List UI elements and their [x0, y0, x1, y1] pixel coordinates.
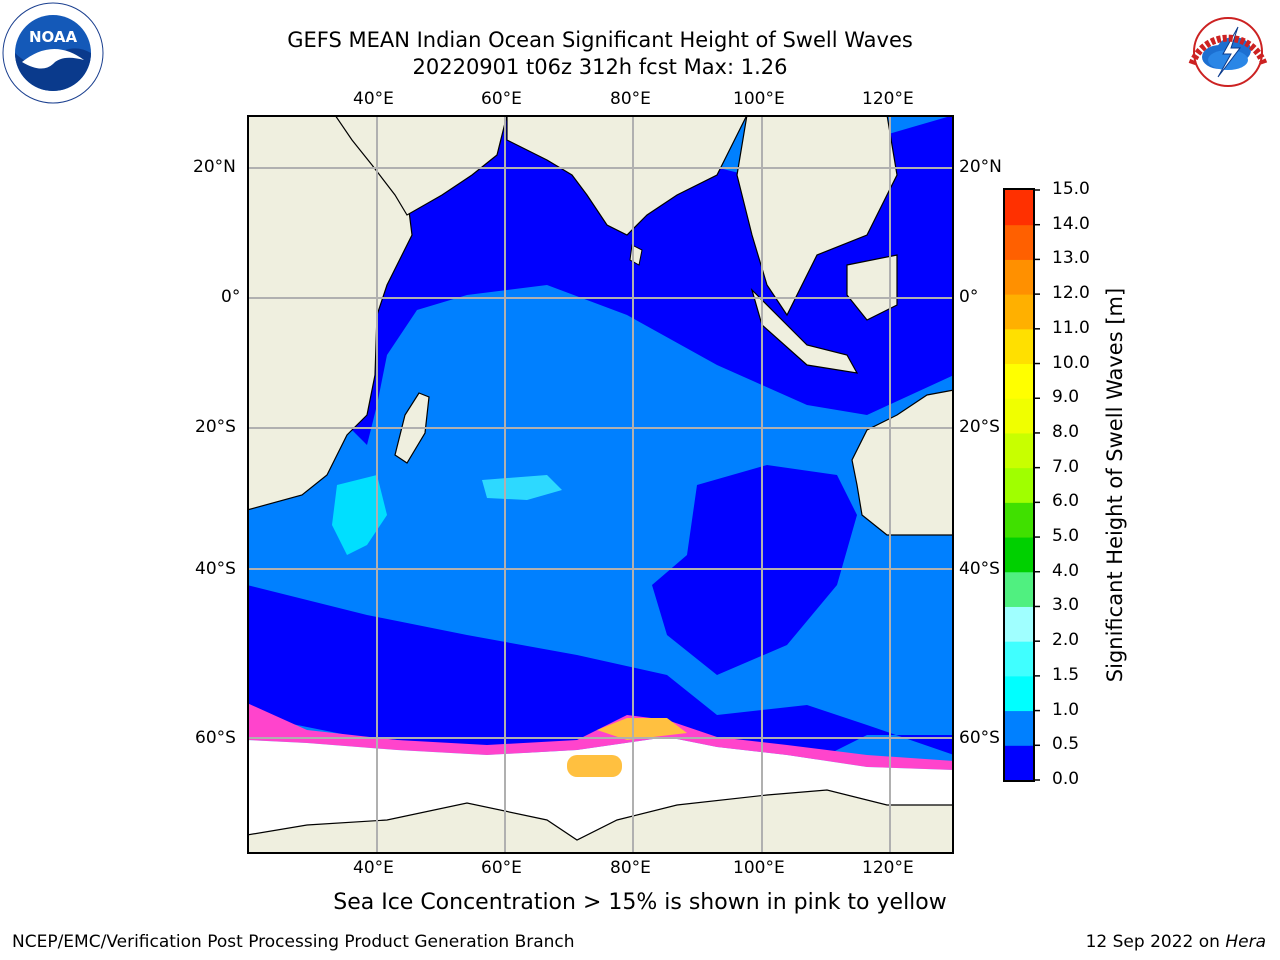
colorbar-tick-label: 1.0: [1052, 699, 1080, 720]
colorbar-tick-label: 1.5: [1052, 664, 1080, 685]
lon-label-bottom: 40°E: [353, 858, 394, 878]
lon-label-top: 120°E: [862, 89, 914, 109]
colorbar-tick-label: 0.0: [1052, 769, 1080, 789]
colorbar-segment: [1005, 537, 1033, 573]
colorbar-tick-label: 9.0: [1052, 387, 1080, 408]
colorbar-tick-label: 12.0: [1052, 283, 1090, 304]
svg-text:NOAA: NOAA: [29, 28, 78, 46]
colorbar-segment: [1005, 641, 1033, 677]
colorbar-tick-label: 0.5: [1052, 734, 1080, 755]
colorbar-tick-label: 11.0: [1052, 317, 1090, 338]
lon-label-bottom: 120°E: [862, 858, 914, 878]
swell-band-low-south: [247, 585, 954, 765]
lat-label-left: 60°S: [195, 728, 236, 748]
map-panel: [246, 114, 955, 858]
lat-label-right: 60°S: [959, 728, 1000, 748]
lon-label-bottom: 100°E: [733, 858, 785, 878]
noaa-logo-icon: NOAA: [2, 2, 104, 104]
footer-date-text: 12 Sep 2022 on: [1085, 932, 1226, 952]
colorbar-tick-label: 3.0: [1052, 595, 1080, 616]
sea-ice-high: [597, 718, 687, 740]
colorbar-tick-label: 13.0: [1052, 248, 1090, 269]
lon-label-top: 80°E: [610, 89, 651, 109]
colorbar-segment: [1005, 675, 1033, 712]
lon-label-top: 100°E: [733, 89, 785, 109]
colorbar-segment: [1005, 259, 1033, 295]
colorbar-tick-label: 7.0: [1052, 456, 1080, 477]
colorbar-tick-label: 10.0: [1052, 352, 1090, 373]
colorbar-segment: [1005, 502, 1033, 538]
lon-label-bottom: 80°E: [610, 858, 651, 878]
colorbar-segment: [1005, 710, 1033, 746]
lon-label-top: 40°E: [353, 89, 394, 109]
lat-label-left: 40°S: [195, 559, 236, 579]
land-borneo: [846, 254, 898, 321]
colorbar-tick-label: 15.0: [1052, 179, 1090, 199]
colorbar-segment: [1005, 571, 1033, 607]
swell-patch-high-west: [332, 475, 387, 555]
colorbar-segment: [1005, 294, 1033, 330]
colorbar-segment: [1005, 398, 1033, 434]
land-southeast-asia: [736, 114, 898, 317]
chart-title-line1: GEFS MEAN Indian Ocean Significant Heigh…: [287, 28, 913, 52]
lon-label-bottom: 60°E: [481, 858, 522, 878]
colorbar-tick-label: 5.0: [1052, 526, 1080, 547]
colorbar-segment: [1005, 328, 1033, 365]
land-india: [506, 114, 748, 236]
lat-label-left: 0°: [221, 287, 241, 307]
colorbar-frame: [1003, 188, 1035, 782]
colorbar-segment: [1005, 432, 1033, 469]
sea-ice-note: Sea Ice Concentration > 15% is shown in …: [333, 890, 947, 915]
colorbar-segment: [1005, 190, 1033, 226]
land-australia: [851, 389, 955, 536]
colorbar-segment: [1005, 363, 1033, 399]
footer-credit: NCEP/EMC/Verification Post Processing Pr…: [12, 932, 575, 952]
map-frame: [247, 115, 954, 854]
colorbar-segment: [1005, 224, 1033, 260]
lat-label-right: 20°S: [959, 417, 1000, 437]
lat-label-right: 20°N: [959, 157, 1002, 177]
colorbar: [1003, 188, 1045, 786]
lon-label-top: 60°E: [481, 89, 522, 109]
colorbar-tick-label: 14.0: [1052, 213, 1090, 234]
colorbar-tick-label: 2.0: [1052, 630, 1080, 651]
sea-ice-edge: [247, 703, 954, 770]
map-gridlines: [247, 115, 954, 854]
lat-label-right: 0°: [959, 287, 979, 307]
lat-label-left: 20°S: [195, 417, 236, 437]
colorbar-tick-label: 4.0: [1052, 560, 1080, 581]
swell-patch-high-central: [482, 475, 562, 500]
lat-label-right: 40°S: [959, 559, 1000, 579]
colorbar-tick-label: 8.0: [1052, 421, 1080, 442]
colorbar-label: Significant Height of Swell Waves [m]: [1103, 287, 1127, 683]
colorbar-segment: [1005, 745, 1033, 781]
colorbar-segment: [1005, 467, 1033, 503]
chart-title-line2: 20220901 t06z 312h fcst Max: 1.26: [412, 55, 788, 79]
colorbar-tick-label: 6.0: [1052, 491, 1080, 512]
lat-label-left: 20°N: [193, 157, 236, 177]
colorbar-segment: [1005, 606, 1033, 642]
nws-logo-icon: [1178, 2, 1278, 102]
footer-machine: Hera: [1225, 932, 1266, 952]
footer-date: 12 Sep 2022 on Hera: [1086, 932, 1266, 952]
